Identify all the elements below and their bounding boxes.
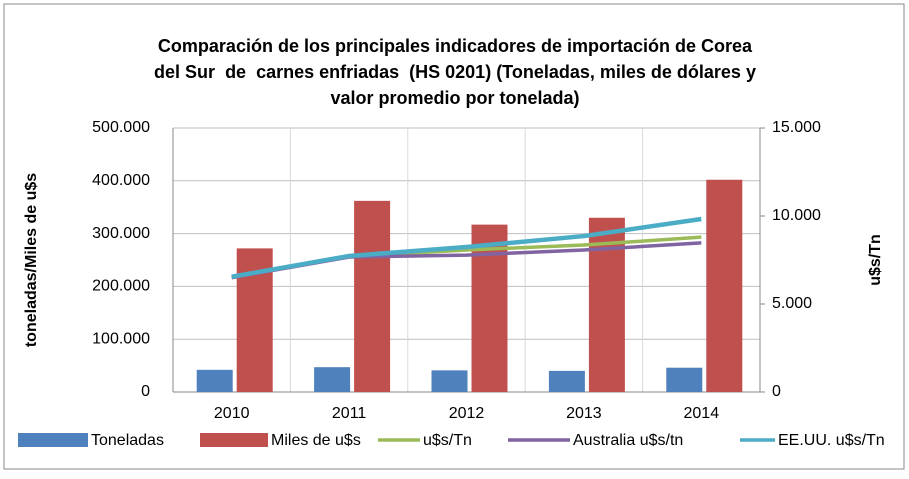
y-axis-title: toneladas/Miles de u$s bbox=[23, 173, 40, 347]
chart-title: del Sur de carnes enfriadas (HS 0201) (T… bbox=[154, 62, 756, 82]
bar bbox=[196, 369, 233, 392]
x-tick-label: 2012 bbox=[449, 405, 485, 422]
y-tick-label: 0 bbox=[141, 383, 150, 400]
legend-swatch bbox=[200, 433, 268, 447]
y-tick-label: 100.000 bbox=[92, 330, 150, 347]
line-series bbox=[231, 216, 702, 279]
bar bbox=[666, 367, 703, 392]
x-tick-label: 2010 bbox=[214, 405, 250, 422]
x-tick-label: 2011 bbox=[332, 405, 367, 422]
y-tick-label: 300.000 bbox=[92, 225, 150, 242]
y2-tick-label: 0 bbox=[772, 383, 781, 400]
bar bbox=[354, 200, 391, 392]
bar bbox=[314, 367, 351, 392]
y2-tick-label: 10.000 bbox=[772, 207, 821, 224]
x-tick-label: 2014 bbox=[684, 405, 720, 422]
y2-axis-title: u$s/Tn bbox=[867, 234, 884, 286]
bar bbox=[706, 179, 743, 392]
legend-label: Miles de u$s bbox=[271, 432, 361, 449]
chart-title: Comparación de los principales indicador… bbox=[158, 36, 753, 56]
legend-label: u$s/Tn bbox=[423, 432, 472, 449]
chart-title: valor promedio por tonelada) bbox=[330, 88, 579, 108]
bar bbox=[548, 370, 585, 392]
bar bbox=[431, 370, 468, 392]
y-tick-label: 500.000 bbox=[92, 119, 150, 136]
y-tick-label: 400.000 bbox=[92, 172, 150, 189]
y-tick-label: 200.000 bbox=[92, 278, 150, 295]
x-tick-label: 2013 bbox=[566, 405, 602, 422]
y2-tick-label: 15.000 bbox=[772, 119, 821, 136]
legend-label: Australia u$s/tn bbox=[573, 432, 683, 449]
legend-label: Toneladas bbox=[91, 432, 164, 449]
y2-tick-label: 5.000 bbox=[772, 295, 812, 312]
legend-label: EE.UU. u$s/Tn bbox=[778, 432, 885, 449]
legend-swatch bbox=[18, 433, 88, 447]
